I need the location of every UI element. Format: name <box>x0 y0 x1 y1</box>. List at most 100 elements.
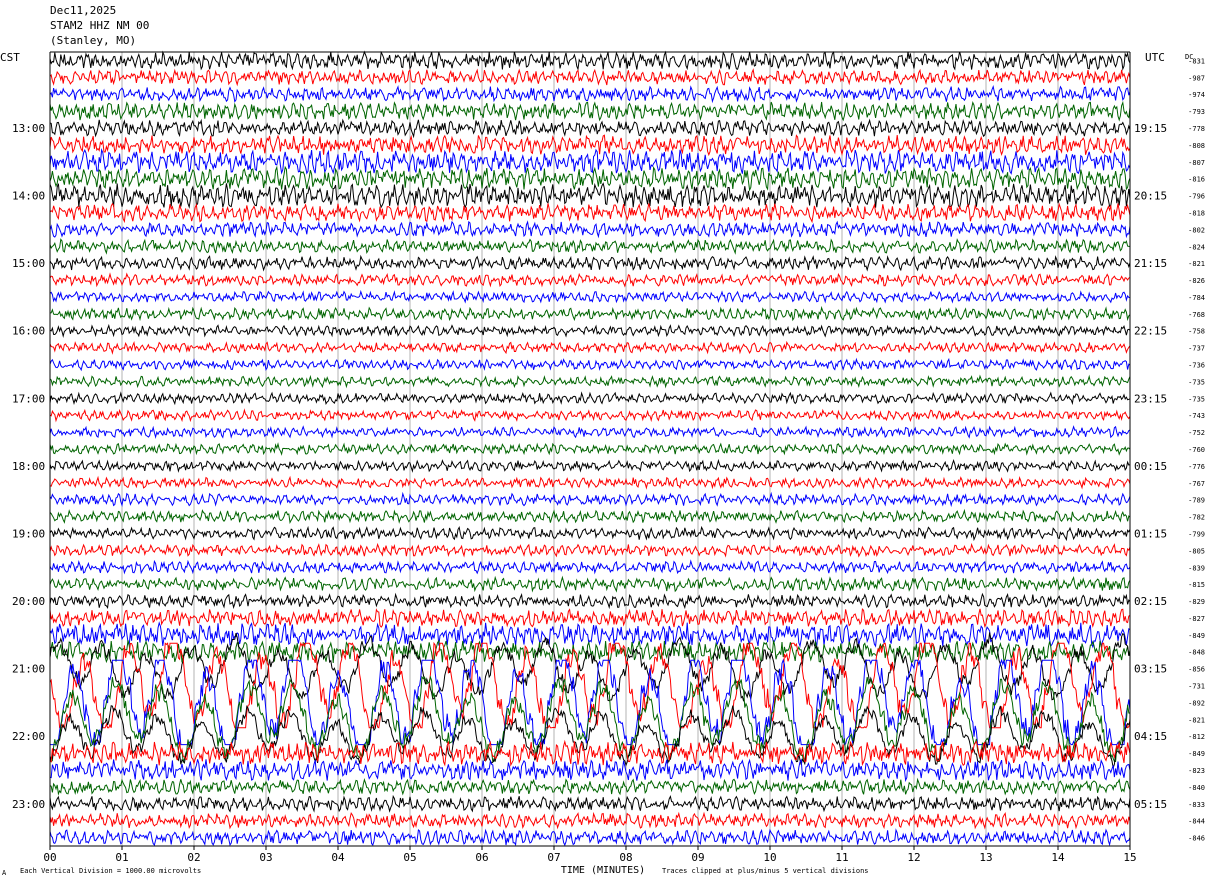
dc-offset-label: -737 <box>1188 345 1205 353</box>
dc-offset-label: -833 <box>1188 801 1205 809</box>
trace-line <box>49 828 1131 847</box>
trace-line <box>49 705 1131 769</box>
trace-line <box>49 794 1131 813</box>
corner-mark: A <box>2 869 7 877</box>
left-hour-label: 22:00 <box>12 730 45 743</box>
trace-line <box>49 100 1131 122</box>
left-hour-label: 23:00 <box>12 798 45 811</box>
right-hour-label: 05:15 <box>1134 798 1167 811</box>
trace-line <box>49 305 1131 322</box>
dc-header-label: DC <box>1185 53 1193 61</box>
dc-offset-label: -735 <box>1188 378 1205 386</box>
dc-offset-label: -826 <box>1188 277 1205 285</box>
right-hour-label: 01:15 <box>1134 527 1167 540</box>
trace-line <box>49 238 1130 255</box>
clip-note: Traces clipped at plus/minus 5 vertical … <box>662 867 869 875</box>
dc-offset-label: -743 <box>1188 412 1205 420</box>
dc-offset-label: -849 <box>1188 750 1205 758</box>
trace-line <box>49 85 1131 104</box>
x-tick-label: 10 <box>763 851 776 864</box>
x-tick-label: 02 <box>187 851 200 864</box>
right-hour-label: 03:15 <box>1134 663 1167 676</box>
trace-line <box>49 508 1131 524</box>
trace-line <box>49 425 1131 439</box>
dc-offset-label: -805 <box>1188 547 1205 555</box>
dc-offset-label: -839 <box>1188 564 1205 572</box>
trace-line <box>49 202 1131 224</box>
dc-offset-label: -778 <box>1188 125 1205 133</box>
left-hour-label: 21:00 <box>12 663 45 676</box>
dc-offset-label: -844 <box>1188 818 1205 826</box>
trace-line <box>49 542 1131 558</box>
trace-line <box>49 220 1131 239</box>
trace-line <box>49 165 1131 192</box>
left-hour-label: 19:00 <box>12 527 45 540</box>
x-tick-label: 05 <box>403 851 416 864</box>
dc-offset-label: -784 <box>1188 294 1205 302</box>
trace-line <box>49 592 1131 610</box>
right-hour-label: 20:15 <box>1134 190 1167 203</box>
dc-offset-label: -812 <box>1188 733 1205 741</box>
trace-line <box>49 289 1131 304</box>
left-hour-label: 13:00 <box>12 122 45 135</box>
dc-offset-label: -974 <box>1188 91 1205 99</box>
trace-line <box>49 147 1131 175</box>
dc-offset-label: -849 <box>1188 632 1205 640</box>
dc-offset-label: -831 <box>1188 57 1205 65</box>
trace-line <box>49 632 1131 702</box>
dc-offset-label: -815 <box>1188 581 1205 589</box>
dc-offset-label: -840 <box>1188 784 1205 792</box>
trace-line <box>49 525 1131 542</box>
dc-offset-label: -782 <box>1188 514 1205 522</box>
trace-line <box>49 254 1131 272</box>
trace-line <box>49 811 1131 830</box>
x-tick-label: 11 <box>835 851 848 864</box>
dc-offset-label: -892 <box>1188 699 1205 707</box>
x-axis-label: TIME (MINUTES) <box>561 865 645 876</box>
left-hour-label: 16:00 <box>12 325 45 338</box>
dc-offset-label: -736 <box>1188 362 1205 370</box>
dc-offset-label: -776 <box>1188 463 1205 471</box>
x-tick-label: 07 <box>547 851 560 864</box>
dc-offset-label: -752 <box>1188 429 1205 437</box>
x-tick-label: 08 <box>619 851 632 864</box>
trace-line <box>49 68 1131 87</box>
trace-line <box>49 391 1131 406</box>
trace-line <box>49 739 1131 767</box>
dc-offset-label: -823 <box>1188 767 1205 775</box>
trace-line <box>49 607 1131 628</box>
right-hour-label: 22:15 <box>1134 325 1167 338</box>
dc-offset-label: -799 <box>1188 530 1205 538</box>
right-hour-label: 04:15 <box>1134 730 1167 743</box>
dc-offset-label: -796 <box>1188 193 1205 201</box>
x-tick-label: 09 <box>691 851 704 864</box>
trace-line <box>49 408 1131 423</box>
dc-offset-label: -768 <box>1188 311 1205 319</box>
x-tick-label: 01 <box>115 851 128 864</box>
trace-line <box>49 475 1131 490</box>
left-hour-label: 15:00 <box>12 257 45 270</box>
dc-offset-label: -818 <box>1188 209 1205 217</box>
dc-offset-label: -824 <box>1188 243 1205 251</box>
left-timezone-label: CST <box>0 51 20 64</box>
right-timezone-label: UTC <box>1145 51 1165 64</box>
dc-offset-label: -846 <box>1188 835 1205 843</box>
dc-offset-label: -856 <box>1188 666 1205 674</box>
header-station: STAM2 HHZ NM 00 <box>50 19 150 32</box>
trace-line <box>49 182 1131 209</box>
dc-offset-label: -735 <box>1188 395 1205 403</box>
dc-offset-label: -807 <box>1188 159 1205 167</box>
dc-offset-label: -816 <box>1188 176 1205 184</box>
trace-line <box>49 575 1131 593</box>
left-hour-label: 18:00 <box>12 460 45 473</box>
left-hour-label: 20:00 <box>12 595 45 608</box>
dc-offset-label: -758 <box>1188 328 1205 336</box>
right-hour-label: 21:15 <box>1134 257 1167 270</box>
dc-offset-label: -987 <box>1188 74 1205 82</box>
x-tick-label: 04 <box>331 851 345 864</box>
trace-line <box>49 559 1131 575</box>
trace-line <box>49 675 1131 764</box>
trace-line <box>49 134 1131 157</box>
trace-line <box>49 777 1131 796</box>
